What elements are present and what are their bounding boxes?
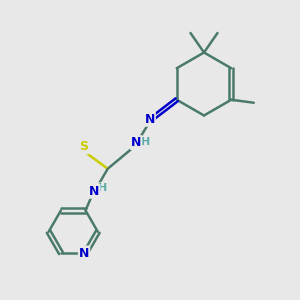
Text: N: N — [89, 185, 99, 198]
Text: N: N — [131, 136, 141, 149]
Text: S: S — [79, 140, 88, 153]
Text: H: H — [142, 137, 151, 147]
Text: H: H — [98, 183, 107, 193]
Text: N: N — [145, 113, 155, 126]
Text: N: N — [79, 247, 89, 260]
